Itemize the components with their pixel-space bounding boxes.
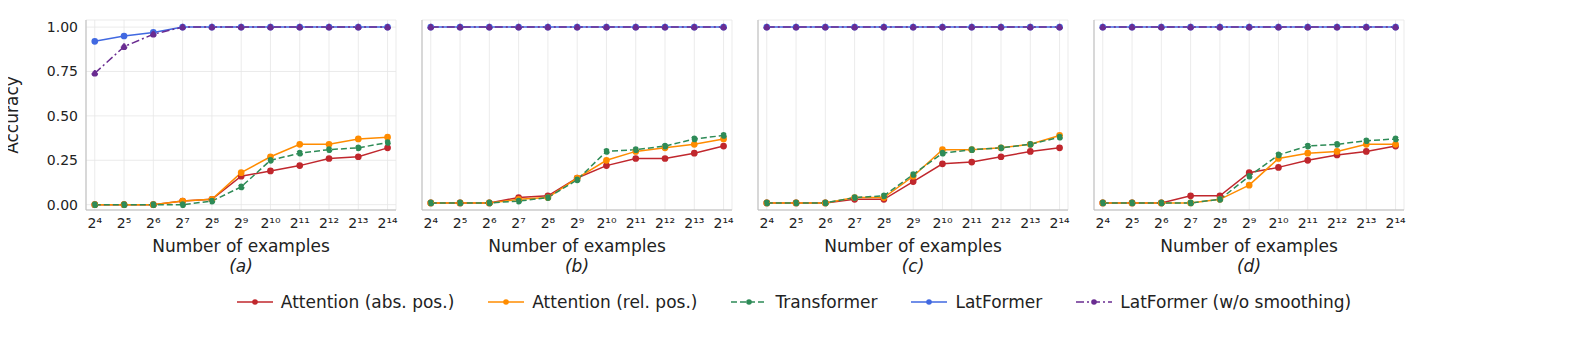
svg-text:2¹²: 2¹² (319, 215, 339, 231)
html-text:(b): (b) (565, 256, 589, 276)
svg-text:2¹¹: 2¹¹ (1298, 215, 1318, 231)
html-text:(a): (a) (229, 256, 253, 276)
svg-text:2¹⁴: 2¹⁴ (1050, 215, 1071, 231)
svg-text:2⁷: 2⁷ (511, 215, 526, 231)
svg-text:2⁹: 2⁹ (906, 215, 921, 231)
svg-text:2⁹: 2⁹ (570, 215, 585, 231)
svg-text:2¹³: 2¹³ (1020, 215, 1040, 231)
html-text:(d): (d) (1237, 256, 1261, 276)
svg-text:2⁶: 2⁶ (818, 215, 833, 231)
html-text:Transformer: Transformer (775, 292, 878, 312)
svg-text:0.25: 0.25 (47, 152, 78, 168)
html-text:Number of examples: Number of examples (824, 236, 1002, 256)
svg-text:2⁶: 2⁶ (146, 215, 161, 231)
svg-text:2¹¹: 2¹¹ (962, 215, 982, 231)
svg-text:Accuracy: Accuracy (8, 76, 22, 154)
svg-text:2⁸: 2⁸ (541, 215, 556, 231)
svg-text:2⁸: 2⁸ (205, 215, 220, 231)
svg-text:2⁵: 2⁵ (789, 215, 804, 231)
svg-text:2⁴: 2⁴ (88, 215, 103, 231)
html-text:Number of examples: Number of examples (1160, 236, 1338, 256)
svg-text:2⁶: 2⁶ (482, 215, 497, 231)
svg-text:2⁷: 2⁷ (847, 215, 862, 231)
svg-text:2¹⁰: 2¹⁰ (260, 215, 281, 231)
svg-text:2⁶: 2⁶ (1154, 215, 1169, 231)
svg-text:2⁹: 2⁹ (234, 215, 249, 231)
svg-text:2¹²: 2¹² (1327, 215, 1347, 231)
html-text:LatFormer: LatFormer (955, 292, 1043, 312)
svg-text:2⁴: 2⁴ (424, 215, 439, 231)
svg-text:2¹⁴: 2¹⁴ (714, 215, 735, 231)
svg-text:2¹²: 2¹² (991, 215, 1011, 231)
svg-text:2¹³: 2¹³ (684, 215, 704, 231)
svg-text:2¹⁴: 2¹⁴ (1386, 215, 1407, 231)
svg-text:2¹³: 2¹³ (348, 215, 368, 231)
svg-text:2¹⁰: 2¹⁰ (932, 215, 953, 231)
svg-text:2¹¹: 2¹¹ (290, 215, 310, 231)
html-text:Number of examples: Number of examples (488, 236, 666, 256)
svg-text:1.00: 1.00 (47, 19, 78, 35)
svg-text:2⁸: 2⁸ (877, 215, 892, 231)
svg-text:0.75: 0.75 (47, 63, 78, 79)
svg-text:2¹⁴: 2¹⁴ (378, 215, 399, 231)
svg-text:2⁷: 2⁷ (175, 215, 190, 231)
svg-text:2⁴: 2⁴ (1096, 215, 1111, 231)
svg-text:2⁵: 2⁵ (453, 215, 468, 231)
svg-text:2⁵: 2⁵ (1125, 215, 1140, 231)
svg-text:2¹⁰: 2¹⁰ (1268, 215, 1289, 231)
html-text:Attention (rel. pos.): Attention (rel. pos.) (532, 292, 698, 312)
svg-text:2¹⁰: 2¹⁰ (596, 215, 617, 231)
svg-text:2⁴: 2⁴ (760, 215, 775, 231)
svg-text:2¹²: 2¹² (655, 215, 675, 231)
svg-text:2⁸: 2⁸ (1213, 215, 1228, 231)
html-text:Number of examples: Number of examples (152, 236, 330, 256)
svg-text:0.00: 0.00 (47, 197, 78, 213)
svg-text:2⁵: 2⁵ (117, 215, 132, 231)
html-text:(c): (c) (901, 256, 925, 276)
svg-text:0.50: 0.50 (47, 108, 78, 124)
svg-text:2⁷: 2⁷ (1183, 215, 1198, 231)
svg-text:2¹¹: 2¹¹ (626, 215, 646, 231)
html-text:LatFormer (w/o smoothing): LatFormer (w/o smoothing) (1120, 292, 1352, 312)
html-text:Attention (abs. pos.): Attention (abs. pos.) (280, 292, 455, 312)
svg-text:2⁹: 2⁹ (1242, 215, 1257, 231)
svg-text:2¹³: 2¹³ (1356, 215, 1376, 231)
